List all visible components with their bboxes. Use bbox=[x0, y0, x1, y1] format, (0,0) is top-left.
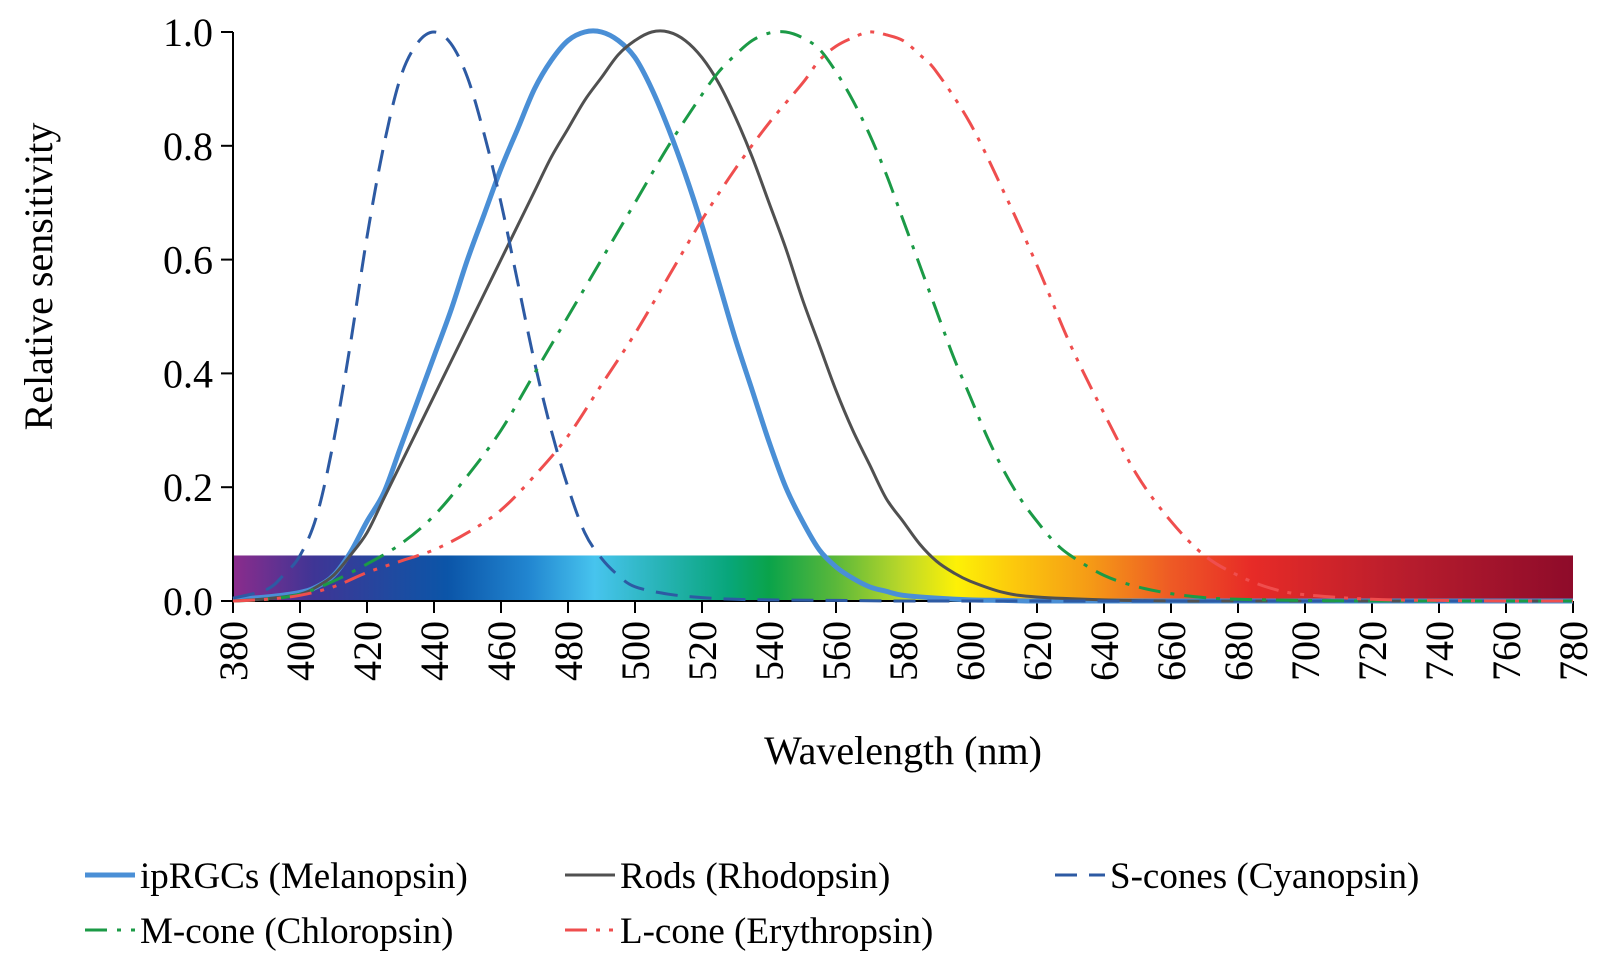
x-tick-label: 780 bbox=[1551, 621, 1596, 681]
series-line-2 bbox=[232, 29, 1573, 603]
x-tick-label: 480 bbox=[546, 621, 591, 681]
legend-label: S-cones (Cyanopsin) bbox=[1110, 856, 1419, 897]
y-axis-title: Relative sensitivity bbox=[16, 123, 61, 431]
y-tick-label: 0.0 bbox=[163, 579, 213, 624]
legend-label: ipRGCs (Melanopsin) bbox=[140, 856, 468, 897]
x-tick-label: 740 bbox=[1417, 621, 1462, 681]
x-tick-label: 760 bbox=[1484, 621, 1529, 681]
x-tick-label: 420 bbox=[345, 621, 390, 681]
legend-item-1: ipRGCs (Melanopsin) bbox=[85, 856, 468, 897]
legend-item-3: S-cones (Cyanopsin) bbox=[1055, 856, 1419, 897]
legend-label: L-cone (Erythropsin) bbox=[620, 911, 933, 952]
y-tick-label: 0.4 bbox=[163, 351, 213, 396]
x-tick-label: 540 bbox=[747, 621, 792, 681]
series-line-4 bbox=[232, 30, 1573, 603]
x-tick-label: 400 bbox=[278, 621, 323, 681]
x-tick-label: 580 bbox=[881, 621, 926, 681]
x-tick-label: 520 bbox=[680, 621, 725, 681]
x-tick-label: 700 bbox=[1283, 621, 1328, 681]
x-tick-label: 680 bbox=[1216, 621, 1261, 681]
x-axis-title: Wavelength (nm) bbox=[764, 728, 1042, 773]
y-tick-label: 1.0 bbox=[163, 10, 213, 55]
legend-item-2: Rods (Rhodopsin) bbox=[565, 856, 890, 897]
x-tick-label: 600 bbox=[948, 621, 993, 681]
legend-item-5: L-cone (Erythropsin) bbox=[565, 911, 933, 952]
series-line-5 bbox=[232, 30, 1574, 603]
legend-label: M-cone (Chloropsin) bbox=[140, 911, 453, 952]
x-tick-label: 640 bbox=[1082, 621, 1127, 681]
x-tick-label: 660 bbox=[1149, 621, 1194, 681]
series-line-1 bbox=[232, 28, 1573, 604]
x-tick-label: 380 bbox=[211, 621, 256, 681]
y-tick-label: 0.6 bbox=[163, 238, 213, 283]
y-tick-label: 0.2 bbox=[163, 465, 213, 510]
legend-label: Rods (Rhodopsin) bbox=[620, 856, 890, 897]
y-tick-label: 0.8 bbox=[163, 124, 213, 169]
x-tick-label: 720 bbox=[1350, 621, 1395, 681]
x-tick-label: 560 bbox=[814, 621, 859, 681]
x-tick-label: 460 bbox=[479, 621, 524, 681]
series-line-3 bbox=[232, 30, 1573, 603]
x-tick-label: 620 bbox=[1015, 621, 1060, 681]
x-tick-label: 440 bbox=[412, 621, 457, 681]
legend-item-4: M-cone (Chloropsin) bbox=[85, 911, 453, 952]
x-tick-label: 500 bbox=[613, 621, 658, 681]
